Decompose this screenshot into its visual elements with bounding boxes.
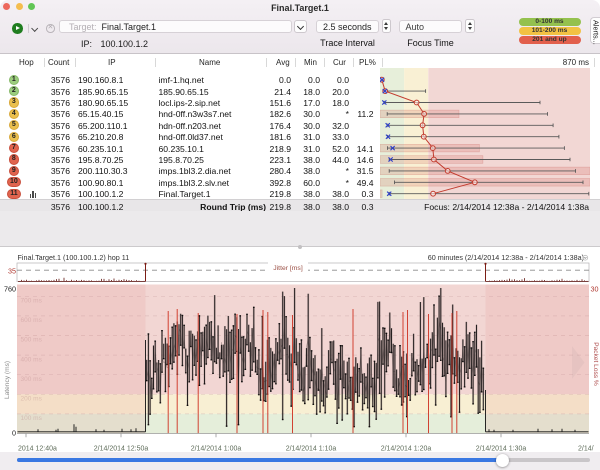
svg-text:760: 760 — [4, 284, 16, 293]
svg-text:100 ms: 100 ms — [21, 415, 43, 422]
svg-text:2/14/2014 1:00a: 2/14/2014 1:00a — [191, 446, 242, 453]
svg-text:700 ms: 700 ms — [21, 298, 43, 305]
svg-text:300 ms: 300 ms — [21, 376, 43, 383]
svg-text:2/14/2014 1:10a: 2/14/2014 1:10a — [286, 446, 337, 453]
svg-text:Packet Loss %: Packet Loss % — [592, 342, 599, 386]
svg-text:2014 12:40a: 2014 12:40a — [18, 446, 57, 453]
svg-text:0: 0 — [12, 429, 16, 438]
svg-text:2/14/2014 12:50a: 2/14/2014 12:50a — [94, 446, 149, 453]
svg-text:Jitter [ms]: Jitter [ms] — [273, 265, 303, 272]
svg-text:35: 35 — [8, 267, 16, 276]
svg-text:600 ms: 600 ms — [21, 317, 43, 324]
svg-text:Latency (ms): Latency (ms) — [4, 361, 11, 399]
svg-text:400 ms: 400 ms — [21, 356, 43, 363]
svg-text:200 ms: 200 ms — [21, 396, 43, 403]
svg-text:2/14/2014 1:30a: 2/14/2014 1:30a — [476, 446, 527, 453]
svg-text:500 ms: 500 ms — [21, 337, 43, 344]
svg-text:2/14/: 2/14/ — [578, 446, 594, 453]
svg-text:30: 30 — [591, 284, 599, 293]
svg-text:2/14/2014 1:20a: 2/14/2014 1:20a — [381, 446, 432, 453]
